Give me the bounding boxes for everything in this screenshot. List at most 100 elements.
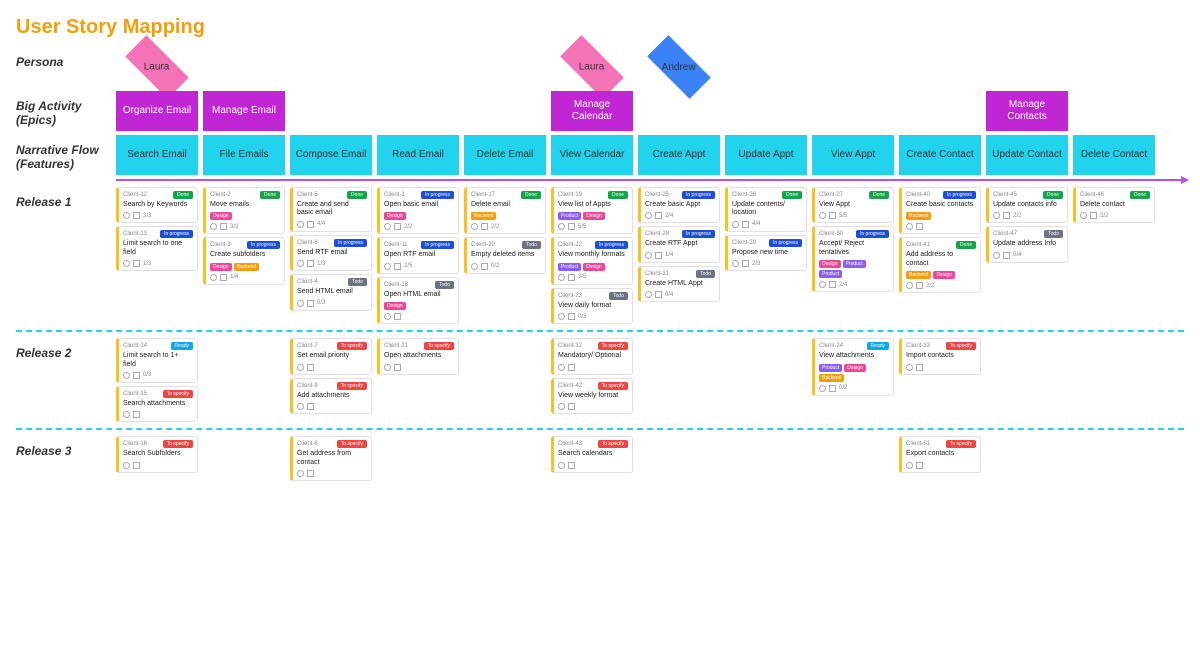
feature-box[interactable]: Compose Email bbox=[290, 135, 372, 175]
card-progress: 0/3 bbox=[143, 372, 151, 378]
card-status: In progress bbox=[769, 239, 802, 247]
task-icon bbox=[916, 364, 923, 371]
story-card[interactable]: Client-22In progressView monthly formats… bbox=[551, 237, 633, 284]
story-card[interactable]: Client-51To specifyExport contacts bbox=[899, 436, 981, 472]
task-icon bbox=[220, 274, 227, 281]
story-card[interactable]: Client-26DoneUpdate contents/ location4/… bbox=[725, 187, 807, 232]
story-card[interactable]: Client-18TodoOpen HTML emailDesign bbox=[377, 277, 459, 324]
story-card[interactable]: Client-3In progressCreate subfoldersDesi… bbox=[203, 237, 285, 284]
card-id: Client-30 bbox=[819, 231, 843, 237]
epics-label: Big Activity (Epics) bbox=[16, 91, 116, 127]
feature-box[interactable]: Update Appt bbox=[725, 135, 807, 175]
story-card[interactable]: Client-12DoneSearch by Keywords3/3 bbox=[116, 187, 198, 223]
epics-row: Big Activity (Epics) Organize EmailManag… bbox=[16, 91, 1184, 131]
epic-box[interactable]: Manage Email bbox=[203, 91, 285, 131]
story-card[interactable]: Client-6To specifyGet address from conta… bbox=[290, 436, 372, 481]
epic-box[interactable]: Manage Calendar bbox=[551, 91, 633, 131]
story-card[interactable]: Client-33To specifyImport contacts bbox=[899, 338, 981, 374]
story-card[interactable]: Client-4TodoSend HTML email0/3 bbox=[290, 274, 372, 310]
task-icon bbox=[481, 223, 488, 230]
story-card[interactable]: Client-20TodoEmpty deleted items0/2 bbox=[464, 237, 546, 273]
story-card[interactable]: Client-40In progressCreate basic contact… bbox=[899, 187, 981, 234]
card-id: Client-23 bbox=[558, 293, 582, 299]
card-status: Done bbox=[260, 191, 280, 199]
story-card[interactable]: Client-9To specifyAdd attachments bbox=[290, 378, 372, 414]
feature-box[interactable]: Delete Email bbox=[464, 135, 546, 175]
story-card[interactable]: Client-41DoneAdd address to contactBacke… bbox=[899, 237, 981, 293]
card-tag: Product bbox=[819, 364, 842, 372]
story-card[interactable]: Client-19DoneView list of ApptsProductDe… bbox=[551, 187, 633, 234]
story-card[interactable]: Client-43To specifySearch calendars bbox=[551, 436, 633, 472]
story-card[interactable]: Client-14ReadyLimit search to 1+ field0/… bbox=[116, 338, 198, 383]
clock-icon bbox=[906, 282, 913, 289]
card-title: Search Subfolders bbox=[123, 450, 193, 458]
story-card[interactable]: Client-2DoneMove emailsDesign3/3 bbox=[203, 187, 285, 234]
clock-icon bbox=[558, 403, 565, 410]
story-card[interactable]: Client-16To specifySearch Subfolders bbox=[116, 436, 198, 472]
feature-box[interactable]: View Calendar bbox=[551, 135, 633, 175]
story-card[interactable]: Client-23TodoView daily format0/3 bbox=[551, 288, 633, 324]
card-id: Client-6 bbox=[297, 441, 318, 447]
story-card[interactable]: Client-42To specifyView weekly format bbox=[551, 378, 633, 414]
card-title: Create and send basic email bbox=[297, 201, 367, 218]
feature-box[interactable]: Update Contact bbox=[986, 135, 1068, 175]
story-card[interactable]: Client-29In progressPropose new time2/3 bbox=[725, 235, 807, 271]
story-card[interactable]: Client-45DoneUpdate contacts info2/2 bbox=[986, 187, 1068, 223]
task-icon bbox=[742, 260, 749, 267]
story-card[interactable]: Client-31TodoCreate HTML Appt0/4 bbox=[638, 266, 720, 302]
features-label: Narrative Flow (Features) bbox=[16, 135, 116, 171]
task-icon bbox=[307, 403, 314, 410]
page-title: User Story Mapping bbox=[16, 16, 1184, 39]
card-id: Client-4 bbox=[297, 279, 318, 285]
card-title: Add address to contact bbox=[906, 251, 976, 268]
card-id: Client-11 bbox=[384, 242, 408, 248]
task-icon bbox=[655, 252, 662, 259]
story-card[interactable]: Client-13In progressLimit search to one … bbox=[116, 226, 198, 271]
story-card[interactable]: Client-24ReadyView attachmentsProductDes… bbox=[812, 338, 894, 395]
release-label: Release 2 bbox=[16, 338, 116, 360]
task-icon bbox=[568, 403, 575, 410]
story-card[interactable]: Client-5DoneCreate and send basic email4… bbox=[290, 187, 372, 232]
story-card[interactable]: Client-47TodoUpdate address Info0/4 bbox=[986, 226, 1068, 262]
feature-box[interactable]: Delete Contact bbox=[1073, 135, 1155, 175]
card-progress: 2/2 bbox=[404, 224, 412, 230]
card-id: Client-24 bbox=[819, 343, 843, 349]
card-title: Accept/ Reject tentatives bbox=[819, 240, 889, 257]
story-card[interactable]: Client-27DoneView Appt5/5 bbox=[812, 187, 894, 223]
clock-icon bbox=[384, 364, 391, 371]
feature-box[interactable]: Create Appt bbox=[638, 135, 720, 175]
story-card[interactable]: Client-17DoneDelete emailBackend2/2 bbox=[464, 187, 546, 234]
card-progress: 2/5 bbox=[404, 263, 412, 269]
card-id: Client-16 bbox=[123, 441, 147, 447]
release-label: Release 1 bbox=[16, 187, 116, 209]
clock-icon bbox=[993, 212, 1000, 219]
epic-box[interactable]: Manage Contacts bbox=[986, 91, 1068, 131]
task-icon bbox=[568, 313, 575, 320]
story-card[interactable]: Client-25In progressCreate basic Appt2/4 bbox=[638, 187, 720, 223]
card-title: Search by Keywords bbox=[123, 201, 193, 209]
epic-box[interactable]: Organize Email bbox=[116, 91, 198, 131]
feature-box[interactable]: View Appt bbox=[812, 135, 894, 175]
story-card[interactable]: Client-7To specifySet email priority bbox=[290, 338, 372, 374]
card-title: Limit search to 1+ field bbox=[123, 352, 193, 369]
story-card[interactable]: Client-1In progressOpen basic emailDesig… bbox=[377, 187, 459, 234]
clock-icon bbox=[384, 263, 391, 270]
card-status: Todo bbox=[435, 281, 454, 289]
story-card[interactable]: Client-30In progressAccept/ Reject tenta… bbox=[812, 226, 894, 292]
clock-icon bbox=[645, 291, 652, 298]
story-card[interactable]: Client-28In progressCreate RTF Appt1/4 bbox=[638, 226, 720, 262]
feature-box[interactable]: Create Contact bbox=[899, 135, 981, 175]
card-id: Client-47 bbox=[993, 231, 1017, 237]
story-card[interactable]: Client-11In progressOpen RTF email2/5 bbox=[377, 237, 459, 273]
feature-box[interactable]: File Emails bbox=[203, 135, 285, 175]
feature-box[interactable]: Read Email bbox=[377, 135, 459, 175]
task-icon bbox=[655, 212, 662, 219]
story-card[interactable]: Client-15To specifySearch attachments bbox=[116, 386, 198, 422]
story-card[interactable]: Client-46DoneDelete contact2/2 bbox=[1073, 187, 1155, 223]
story-card[interactable]: Client-21To specifyOpen attachments bbox=[377, 338, 459, 374]
story-card[interactable]: Client-8In progressSend RTF email1/3 bbox=[290, 235, 372, 271]
feature-box[interactable]: Search Email bbox=[116, 135, 198, 175]
story-card[interactable]: Client-32To specifyMandatory/ Optional bbox=[551, 338, 633, 374]
card-id: Client-18 bbox=[384, 282, 408, 288]
card-progress: 1/4 bbox=[665, 252, 673, 258]
